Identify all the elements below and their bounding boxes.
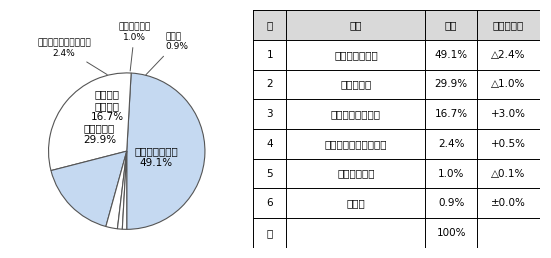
- Text: 3: 3: [267, 109, 273, 119]
- Text: △1.0%: △1.0%: [491, 79, 526, 90]
- Wedge shape: [51, 151, 127, 227]
- Text: △0.1%: △0.1%: [491, 168, 526, 179]
- Text: 0.9%: 0.9%: [438, 198, 464, 208]
- Text: 29.9%: 29.9%: [435, 79, 468, 90]
- Text: その他: その他: [347, 198, 365, 208]
- Text: 49.1%: 49.1%: [435, 50, 468, 60]
- Text: +0.5%: +0.5%: [491, 139, 526, 149]
- Text: 16.7%: 16.7%: [435, 109, 468, 119]
- Text: +3.0%: +3.0%: [491, 109, 526, 119]
- Text: 個人賠償責任
1.0%: 個人賠償責任 1.0%: [118, 23, 150, 71]
- Text: 旅行キャンセル・中断
2.4%: 旅行キャンセル・中断 2.4%: [37, 38, 107, 75]
- Text: 計: 計: [267, 228, 273, 238]
- Text: 100%: 100%: [436, 228, 466, 238]
- Wedge shape: [106, 151, 127, 229]
- Text: 旅行事故
緊急費用
16.7%: 旅行事故 緊急費用 16.7%: [90, 89, 124, 122]
- Text: その他
0.9%: その他 0.9%: [146, 32, 189, 75]
- Text: 4: 4: [267, 139, 273, 149]
- Text: 治療・救援費用: 治療・救援費用: [334, 50, 378, 60]
- Wedge shape: [122, 151, 127, 229]
- Text: 携行品損害
29.9%: 携行品損害 29.9%: [83, 123, 116, 145]
- Text: 旅行キャンセル・中断: 旅行キャンセル・中断: [325, 139, 387, 149]
- Text: 2: 2: [267, 79, 273, 90]
- Wedge shape: [48, 73, 131, 171]
- Text: ±0.0%: ±0.0%: [491, 198, 526, 208]
- Text: 前合計年比: 前合計年比: [493, 20, 524, 30]
- Text: 治療・救援費用
49.1%: 治療・救援費用 49.1%: [134, 147, 179, 168]
- Text: 順: 順: [267, 20, 273, 30]
- Text: 2.4%: 2.4%: [438, 139, 464, 149]
- Text: 1.0%: 1.0%: [438, 168, 464, 179]
- Wedge shape: [117, 151, 127, 229]
- Text: △2.4%: △2.4%: [491, 50, 526, 60]
- Text: 5: 5: [267, 168, 273, 179]
- Bar: [253, 10, 540, 40]
- Text: 項目: 項目: [350, 20, 362, 30]
- Text: 携行品損害: 携行品損害: [341, 79, 371, 90]
- Text: 個人賠償責任: 個人賠償責任: [337, 168, 375, 179]
- Text: 1: 1: [267, 50, 273, 60]
- Wedge shape: [127, 73, 205, 229]
- Text: 6: 6: [267, 198, 273, 208]
- Text: 割合: 割合: [445, 20, 457, 30]
- Text: 旅行事故緊急費用: 旅行事故緊急費用: [331, 109, 381, 119]
